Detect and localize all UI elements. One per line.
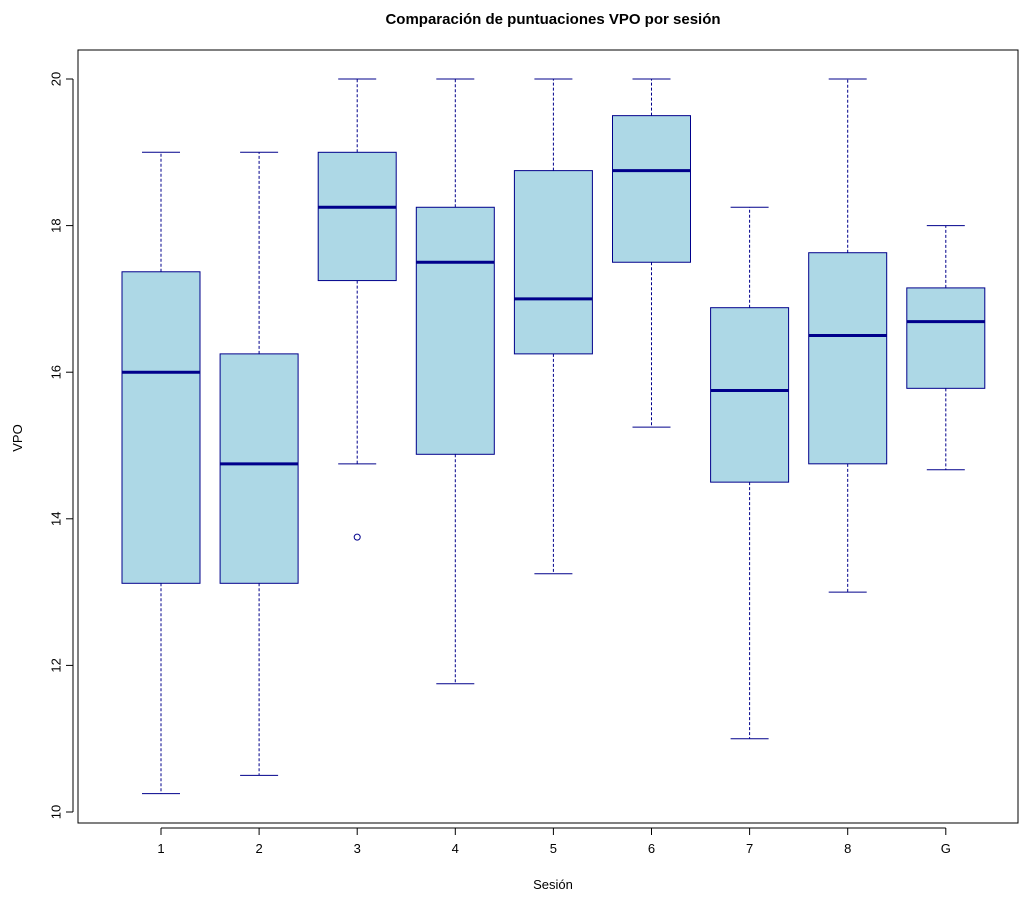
y-axis-label: VPO <box>10 424 25 451</box>
y-tick-label: 16 <box>48 365 63 379</box>
x-tick-label: 5 <box>550 841 557 856</box>
x-tick-label: 7 <box>746 841 753 856</box>
y-tick-label: 12 <box>48 658 63 672</box>
y-axis: 10 12 14 16 18 20 <box>48 72 74 819</box>
box-6 <box>612 78 691 428</box>
y-tick-label: 20 <box>48 72 63 86</box>
chart-title: Comparación de puntuaciones VPO por sesi… <box>385 11 720 28</box>
x-tick-label: 6 <box>648 841 655 856</box>
box-iqr <box>612 115 691 263</box>
box-1 <box>121 151 201 795</box>
box-5 <box>513 78 593 575</box>
box-iqr <box>808 252 888 465</box>
box-iqr <box>513 170 593 355</box>
y-tick-label: 18 <box>48 218 63 232</box>
box-G <box>906 225 986 471</box>
x-axis-label: Sesión <box>533 877 573 892</box>
x-tick-label: G <box>941 841 951 856</box>
x-tick-label: 8 <box>844 841 851 856</box>
outlier-point <box>353 533 361 541</box>
box-7 <box>710 206 790 740</box>
boxes-group <box>121 78 986 795</box>
box-2 <box>219 151 299 776</box>
y-tick-label: 10 <box>48 805 63 819</box>
x-tick-label: 3 <box>354 841 361 856</box>
x-tick-label: 1 <box>157 841 164 856</box>
x-tick-label: 2 <box>255 841 262 856</box>
box-3 <box>317 78 397 541</box>
x-tick-label: 4 <box>452 841 459 856</box>
box-iqr <box>906 287 986 389</box>
box-8 <box>808 78 888 593</box>
box-iqr <box>415 206 495 455</box>
y-tick-label: 14 <box>48 512 63 526</box>
box-iqr <box>121 271 201 584</box>
plot-frame <box>77 49 1019 824</box>
box-iqr <box>317 151 397 282</box>
box-4 <box>415 78 495 685</box>
box-iqr <box>710 307 790 483</box>
x-axis: 1 2 3 4 5 6 7 8 G <box>157 827 951 856</box>
box-iqr <box>219 353 299 584</box>
